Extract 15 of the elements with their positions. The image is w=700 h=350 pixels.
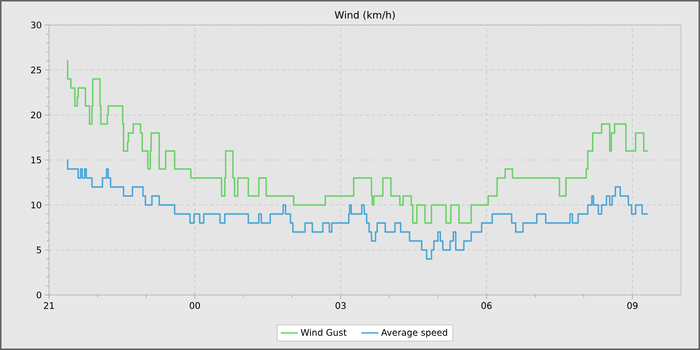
y-tick-label: 0 [36,292,42,298]
x-tick-label: 00 [190,302,200,309]
y-tick-label: 10 [31,202,42,208]
chart-title: Wind (km/h) [334,10,395,20]
y-tick-label: 25 [31,66,42,74]
y-tick-label: 15 [31,156,42,164]
y-tick-label: 30 [31,22,42,28]
x-tick-label: 21 [44,302,54,309]
x-tick-label: 03 [336,302,346,309]
legend-label: Wind Gust [300,328,347,336]
y-tick-label: 5 [36,246,42,254]
x-tick-label: 06 [481,302,492,309]
x-tick-label: 09 [627,302,638,309]
legend-label: Average speed [381,328,448,338]
y-tick-label: 20 [31,112,42,118]
